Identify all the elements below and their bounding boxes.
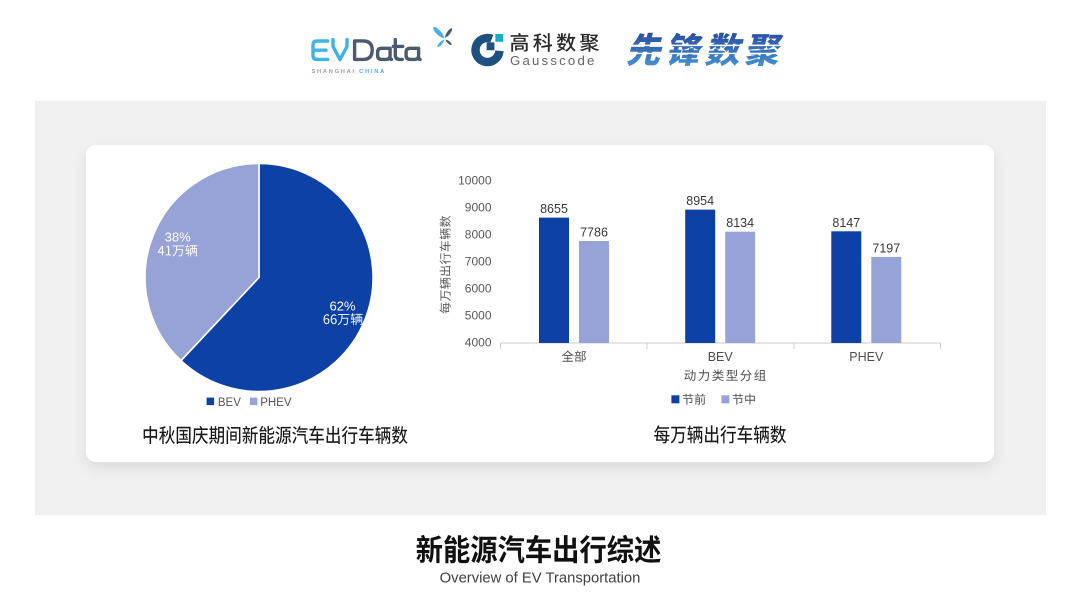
svg-text:8134: 8134 <box>726 216 754 230</box>
svg-text:7000: 7000 <box>465 255 492 269</box>
svg-text:5000: 5000 <box>465 308 492 322</box>
svg-text:38%: 38% <box>165 230 191 245</box>
svg-text:PHEV: PHEV <box>849 350 884 364</box>
svg-text:10000: 10000 <box>458 174 492 188</box>
svg-text:Gausscode: Gausscode <box>510 53 597 68</box>
svg-text:8655: 8655 <box>540 202 568 216</box>
svg-text:8147: 8147 <box>832 216 860 230</box>
svg-text:9000: 9000 <box>465 201 492 215</box>
svg-text:7197: 7197 <box>872 241 900 255</box>
svg-text:Overview of EV Transportation: Overview of EV Transportation <box>440 570 641 586</box>
svg-text:8954: 8954 <box>686 194 714 208</box>
svg-text:4000: 4000 <box>465 335 492 349</box>
svg-text:BEV: BEV <box>218 397 241 409</box>
svg-text:6000: 6000 <box>465 281 492 295</box>
svg-text:7786: 7786 <box>580 226 608 240</box>
svg-text:SHANGHAI CHINA: SHANGHAI CHINA <box>312 69 386 75</box>
svg-text:62%: 62% <box>329 298 355 313</box>
svg-text:BEV: BEV <box>708 350 734 364</box>
svg-text:PHEV: PHEV <box>260 397 292 409</box>
svg-text:8000: 8000 <box>465 228 492 242</box>
